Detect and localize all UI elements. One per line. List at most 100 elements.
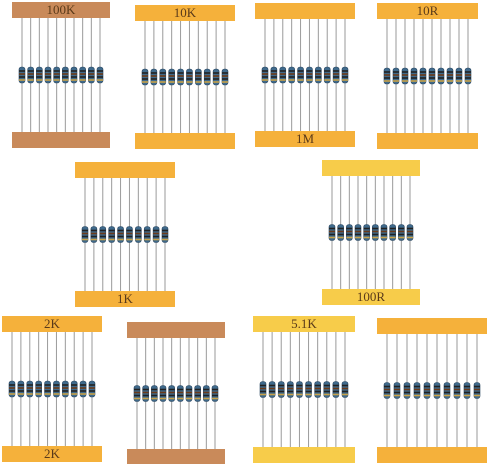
color-band <box>19 73 25 75</box>
color-band <box>337 227 344 230</box>
color-band <box>53 390 60 392</box>
color-band <box>222 75 228 77</box>
color-band <box>384 77 390 79</box>
color-band <box>62 393 69 395</box>
color-band <box>465 80 471 82</box>
color-band <box>381 233 387 236</box>
color-band <box>420 80 426 82</box>
color-band <box>329 230 335 233</box>
color-band <box>126 235 133 238</box>
color-band <box>314 387 321 390</box>
color-band <box>108 232 115 235</box>
color-band <box>177 397 184 400</box>
color-band <box>79 73 86 75</box>
color-band <box>384 80 390 82</box>
color-band <box>150 78 157 80</box>
color-band <box>151 394 158 397</box>
color-band <box>177 75 184 77</box>
pack-label: 100K <box>47 2 77 17</box>
color-band <box>45 70 51 72</box>
color-band <box>315 76 322 78</box>
bottom-tape <box>12 132 110 148</box>
color-band <box>97 76 103 78</box>
color-band <box>411 77 417 79</box>
color-band <box>384 71 390 73</box>
color-band <box>297 73 304 75</box>
color-band <box>411 80 417 82</box>
color-band <box>404 388 410 391</box>
color-band <box>194 394 201 397</box>
color-band <box>44 387 51 389</box>
color-band <box>9 387 15 389</box>
color-band <box>17 387 24 389</box>
color-band <box>222 78 228 80</box>
color-band <box>269 384 276 387</box>
color-band <box>53 387 60 389</box>
color-band <box>177 391 184 394</box>
color-band <box>162 235 168 238</box>
color-band <box>90 238 97 241</box>
color-band <box>62 390 69 392</box>
color-band <box>203 394 210 397</box>
color-band <box>9 384 15 386</box>
color-band <box>394 385 400 388</box>
color-band <box>297 79 304 81</box>
color-band <box>186 72 193 74</box>
color-band <box>194 397 201 400</box>
color-band <box>117 235 124 238</box>
color-band <box>260 387 266 390</box>
color-band <box>398 230 405 233</box>
color-band <box>337 233 344 236</box>
resistor-pack: 100R <box>322 160 420 305</box>
color-band <box>194 388 201 391</box>
color-band <box>134 388 140 391</box>
color-band <box>195 72 202 74</box>
color-band <box>90 229 97 232</box>
color-band <box>80 384 87 386</box>
color-band <box>80 387 87 389</box>
color-band <box>19 76 25 78</box>
color-band <box>404 391 410 394</box>
color-band <box>135 235 142 238</box>
color-band <box>296 387 303 390</box>
color-band <box>454 388 460 391</box>
color-band <box>222 81 228 83</box>
color-band <box>177 78 184 80</box>
color-band <box>9 390 15 392</box>
color-band <box>168 78 175 80</box>
color-band <box>346 227 353 230</box>
color-band <box>262 70 268 72</box>
color-band <box>134 391 140 394</box>
color-band <box>381 227 387 230</box>
color-band <box>262 76 268 78</box>
color-band <box>407 236 413 239</box>
color-band <box>168 388 175 391</box>
color-band <box>346 233 353 236</box>
pack-label: 10K <box>174 5 197 20</box>
color-band <box>287 387 294 390</box>
color-band <box>177 72 184 74</box>
color-band <box>372 230 379 233</box>
color-band <box>342 390 348 393</box>
color-band <box>88 70 95 72</box>
color-band <box>363 236 370 239</box>
color-band <box>204 72 211 74</box>
color-band <box>329 233 335 236</box>
color-band <box>355 233 361 236</box>
top-tape <box>127 322 225 338</box>
color-band <box>213 75 220 77</box>
color-band <box>381 236 387 239</box>
color-band <box>126 232 133 235</box>
top-tape <box>255 3 355 19</box>
color-band <box>288 79 295 81</box>
color-band <box>160 391 166 394</box>
color-band <box>89 384 95 386</box>
color-band <box>168 397 175 400</box>
color-band <box>420 71 426 73</box>
color-band <box>394 394 400 397</box>
color-band <box>126 238 133 241</box>
color-band <box>414 388 420 391</box>
color-band <box>279 76 286 78</box>
color-band <box>332 390 339 393</box>
color-band <box>62 70 69 72</box>
